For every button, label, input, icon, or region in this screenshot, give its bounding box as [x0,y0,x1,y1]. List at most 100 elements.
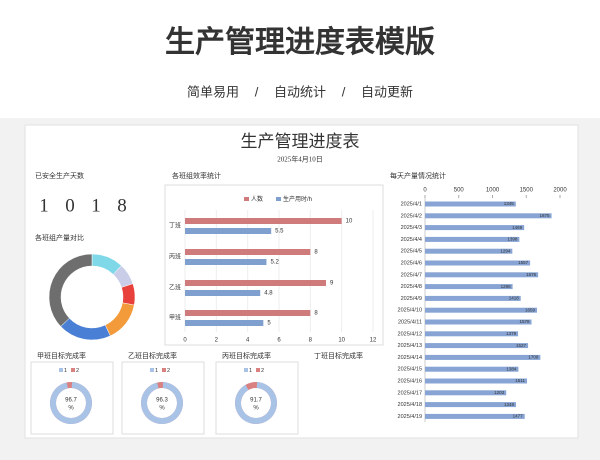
bar [425,366,519,372]
card-title: 甲班目标完成率 [37,351,86,360]
value-label: 1527 [516,343,527,348]
y-tick-label: 2025/4/17 [398,390,422,396]
header-title: 生产管理进度表模版 [165,26,435,59]
bar [425,295,521,301]
legend-label: 1 [249,368,252,374]
digit: 0 [65,195,75,216]
rate-value: 96.7 [65,398,77,404]
efficiency-title: 各班组效率统计 [172,171,221,180]
output-title: 各班组产量对比 [35,233,84,242]
card-title: 乙班目标完成率 [128,351,177,360]
legend-label: 2 [261,368,264,374]
bar [185,280,326,286]
bar [425,248,513,254]
bar [185,290,261,296]
x-tick-label: 8 [309,338,313,344]
legend-label: 2 [76,368,79,374]
y-tick-label: 2025/4/5 [401,249,422,255]
value-label: 1578 [519,319,530,324]
sheet-date: 2025年4月10日 [277,155,323,164]
legend-swatch [162,368,166,372]
value-label: 1477 [513,414,524,419]
value-label: 1348 [504,402,515,407]
value-label: 8 [314,311,318,317]
card-title: 丁班目标完成率 [314,351,363,360]
y-tick-label: 2025/4/3 [401,225,422,231]
legend-swatch [244,197,249,201]
bar [425,260,531,266]
x-tick-label: 0 [183,338,187,344]
bar [185,228,272,234]
bar [425,390,507,396]
y-tick-label: 2025/4/4 [401,237,422,243]
y-tick-label: 2025/4/1 [401,201,422,207]
digit: 8 [117,195,127,216]
y-tick-label: 丁班 [169,222,181,230]
bar [425,284,513,290]
rate-value: 96.3 [156,398,168,404]
legend-label: 1 [64,368,67,374]
value-label: 1398 [507,237,518,242]
value-label: 1557 [518,260,529,265]
bar [425,213,552,219]
value-label: 1345 [504,201,515,206]
header-band [0,0,600,118]
y-tick-label: 2025/4/19 [398,414,422,420]
bar [425,225,525,231]
y-tick-label: 2025/4/10 [398,308,422,314]
y-tick-label: 2025/4/7 [401,272,422,278]
rate-unit: % [68,406,74,412]
rate-unit: % [253,406,259,412]
bar [425,378,527,384]
legend-label: 2 [167,368,170,374]
legend-label: 1 [155,368,158,374]
bar [425,413,525,419]
legend-label: 生产用时/h [283,195,312,203]
value-label: 1379 [506,331,517,336]
value-label: 1469 [512,225,523,230]
y-tick-label: 乙班 [169,284,181,292]
rate-value: 91.7 [250,398,262,404]
x-tick-label: 2 [215,338,219,344]
y-tick-label: 2025/4/9 [401,296,422,302]
value-label: 9 [330,281,334,287]
bar [185,259,267,265]
donut-segment [121,283,136,306]
digit: 1 [91,195,101,216]
card-title: 丙班目标完成率 [222,351,271,360]
bar [185,320,264,326]
bar [425,201,516,207]
bar [425,236,520,242]
separator: / [342,84,346,99]
bar [425,307,537,313]
bar [185,218,342,224]
y-tick-label: 2025/4/13 [398,343,422,349]
y-tick-label: 2025/4/18 [398,402,422,408]
bar [425,402,516,408]
value-label: 1298 [501,284,512,289]
legend-swatch [244,368,248,372]
y-tick-label: 甲班 [169,314,181,322]
digit: 1 [39,195,49,216]
value-label: 8 [314,250,318,256]
value-label: 1659 [525,307,536,312]
value-label: 1203 [494,390,505,395]
separator: / [255,84,259,99]
value-label: 5.5 [275,229,284,235]
y-tick-label: 2025/4/6 [401,260,422,266]
value-label: 4.8 [264,291,273,297]
y-tick-label: 2025/4/2 [401,213,422,219]
x-tick-label: 10 [338,338,345,344]
y-tick-label: 丙班 [169,253,181,261]
x-tick-label: 6 [277,338,281,344]
value-label: 1294 [500,248,511,253]
legend-label: 人数 [251,195,263,203]
sheet-title: 生产管理进度表 [241,132,360,151]
bar [185,249,311,255]
x-tick-label: 12 [370,338,377,344]
y-tick-label: 2025/4/15 [398,367,422,373]
y-tick-label: 2025/4/8 [401,284,422,290]
safe-title: 已安全生产天数 [35,171,84,180]
bar [425,319,532,325]
